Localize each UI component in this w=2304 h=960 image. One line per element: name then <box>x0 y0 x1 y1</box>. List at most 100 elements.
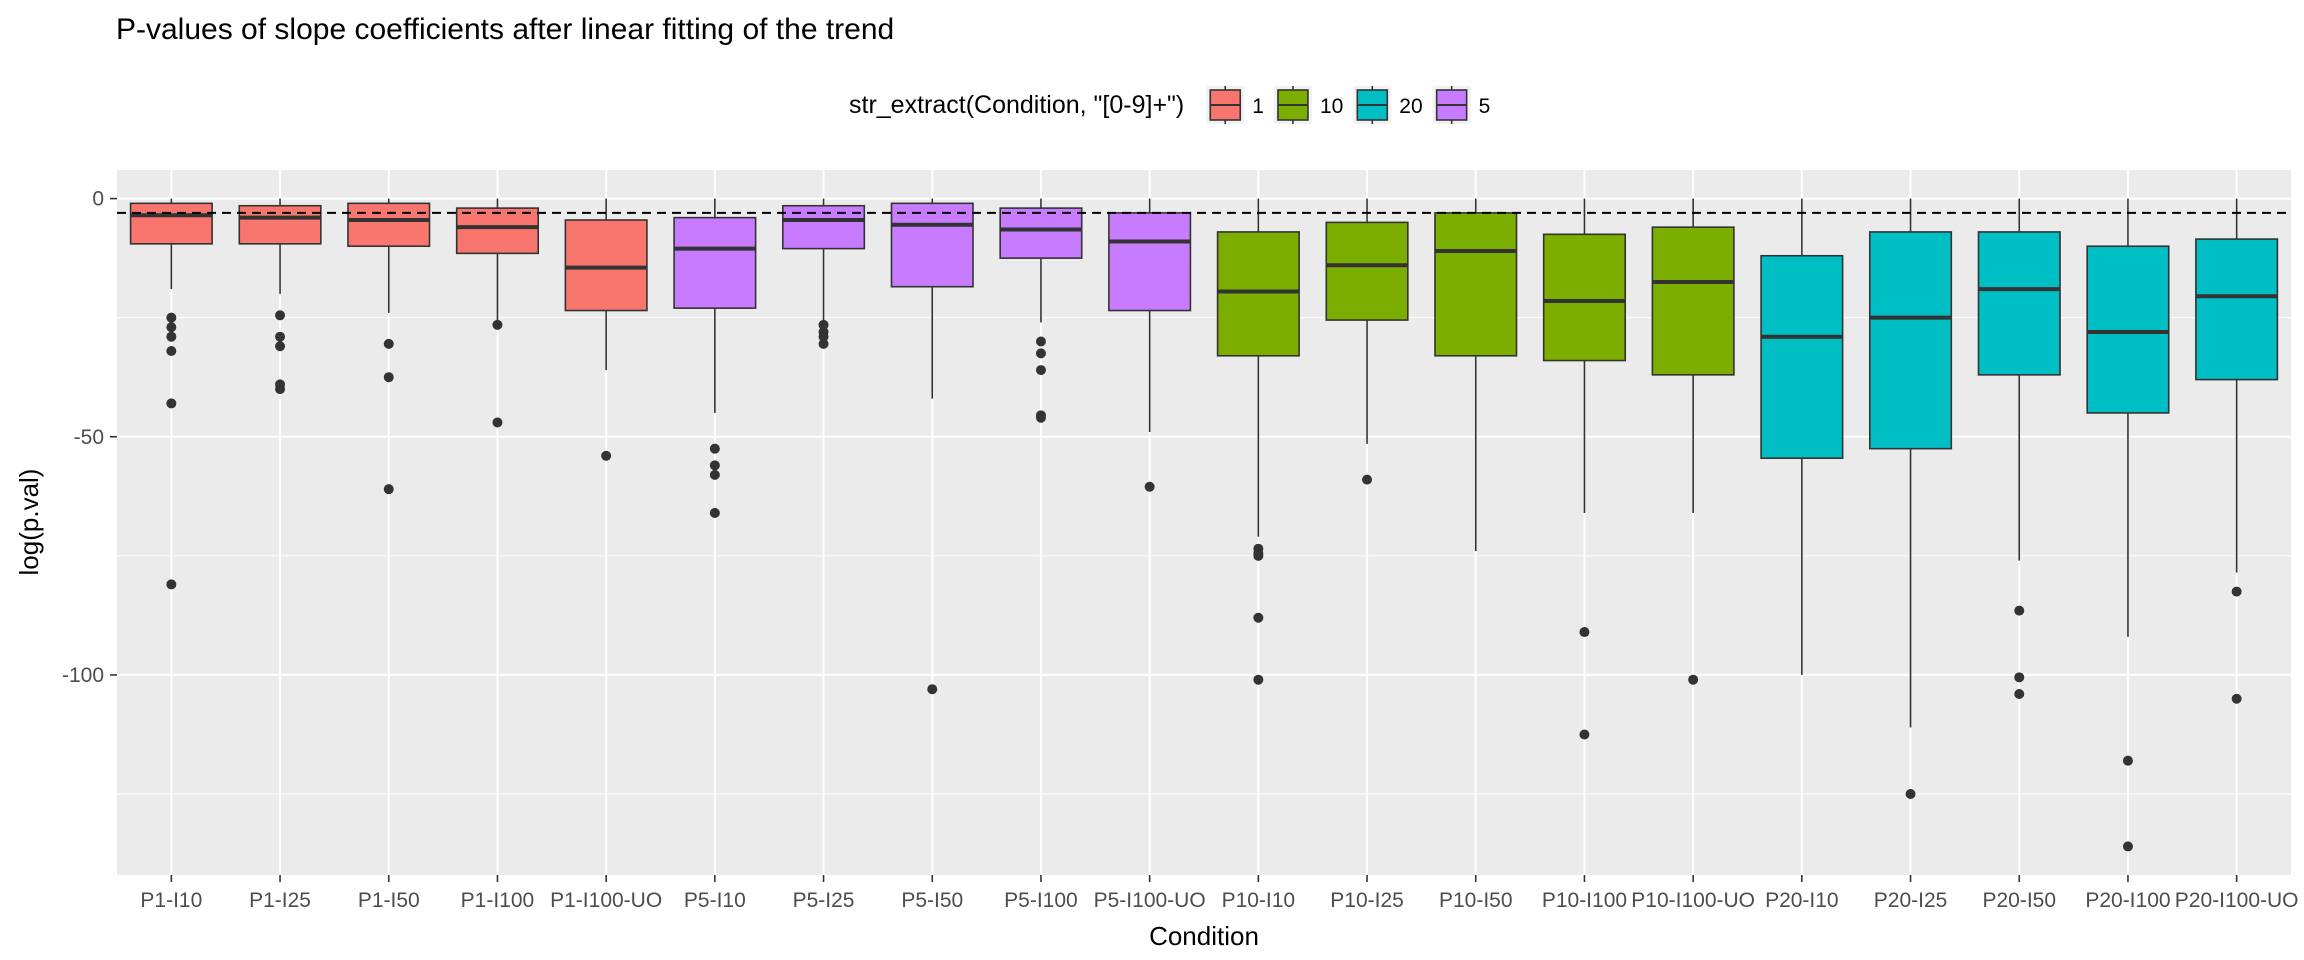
box-p20-i25 <box>1868 198 1953 800</box>
box-p20-i100 <box>2086 198 2170 852</box>
legend: str_extract(Condition, "[0-9]+") 1 10 20 5 <box>849 86 1490 124</box>
box-iqr <box>1542 233 1627 362</box>
box-iqr <box>564 219 648 312</box>
outlier-point <box>927 684 938 695</box>
legend-item-10: 10 <box>1273 86 1343 124</box>
x-tick-label-p5-i100: P5-I100 <box>1004 889 1078 912</box>
box-p20-i50 <box>1977 198 2061 699</box>
x-tick-label-p20-i50: P20-I50 <box>1982 889 2056 912</box>
y-tick-label: -50 <box>74 426 104 449</box>
outlier-point <box>275 310 286 321</box>
box-p10-i100 <box>1542 198 1627 740</box>
outlier-point <box>1253 674 1264 685</box>
box-p1-i50 <box>347 198 431 495</box>
outlier-point <box>1035 412 1046 423</box>
outlier-point <box>1253 550 1264 561</box>
x-tick-label-p20-i100-uo: P20-I100-UO <box>2175 889 2299 912</box>
x-tick-label-p20-i100: P20-I100 <box>2085 889 2170 912</box>
outlier-point <box>2122 841 2133 852</box>
outlier-point <box>709 469 720 480</box>
box-iqr <box>455 207 540 255</box>
x-tick-label-p10-i100-uo: P10-I100-UO <box>1631 889 1755 912</box>
box-p10-i100-uo <box>1651 198 1735 685</box>
box-p5-i100 <box>999 198 1083 423</box>
x-tick-label-p5-i25: P5-I25 <box>793 889 855 912</box>
x-tick-label-p1-i10: P1-I10 <box>140 889 202 912</box>
legend-label: 1 <box>1252 95 1264 118</box>
outlier-point <box>1035 365 1046 376</box>
outlier-point <box>1253 612 1264 623</box>
box-p5-i50 <box>890 198 974 695</box>
outlier-point <box>1362 474 1373 485</box>
legend-label: 5 <box>1479 95 1491 118</box>
outlier-point <box>1144 481 1155 492</box>
box-iqr <box>2195 238 2279 381</box>
x-tick-label-p10-i100: P10-I100 <box>1542 889 1627 912</box>
y-axis-title: log(p.val) <box>14 469 44 576</box>
box-p20-i100-uo <box>2195 198 2279 704</box>
outlier-point <box>1905 789 1916 800</box>
outlier-point <box>275 331 286 342</box>
outlier-point <box>492 319 503 330</box>
outlier-point <box>2014 688 2025 699</box>
box-p1-i100 <box>455 198 540 428</box>
legend-item-20: 20 <box>1353 86 1423 124</box>
outlier-point <box>818 338 829 349</box>
box-p20-i10 <box>1760 198 1844 675</box>
outlier-point <box>2231 693 2242 704</box>
outlier-point <box>275 341 286 352</box>
outlier-point <box>166 346 177 357</box>
outlier-point <box>709 507 720 518</box>
outlier-point <box>1579 729 1590 740</box>
chart-title: P-values of slope coefficients after lin… <box>116 13 894 46</box>
legend-title: str_extract(Condition, "[0-9]+") <box>849 91 1184 119</box>
box-iqr <box>1977 231 2061 376</box>
box-iqr <box>2086 245 2170 414</box>
x-tick-label-p1-i100: P1-I100 <box>461 889 535 912</box>
outlier-point <box>383 372 394 383</box>
x-tick-label-p5-i10: P5-I10 <box>684 889 746 912</box>
x-tick-label-p20-i25: P20-I25 <box>1874 889 1948 912</box>
outlier-point <box>1688 674 1699 685</box>
box-iqr <box>1434 212 1518 357</box>
outlier-point <box>492 417 503 428</box>
x-tick-label-p10-i50: P10-I50 <box>1439 889 1513 912</box>
outlier-point <box>1579 627 1590 638</box>
box-iqr <box>1868 231 1953 450</box>
y-tick-label: -100 <box>62 664 104 687</box>
outlier-point <box>166 331 177 342</box>
outlier-point <box>383 484 394 495</box>
box-p10-i10 <box>1216 198 1300 685</box>
outlier-point <box>709 443 720 454</box>
legend-item-5: 5 <box>1432 86 1491 124</box>
box-iqr <box>1760 254 1844 459</box>
box-iqr <box>129 202 213 245</box>
box-iqr <box>347 202 431 248</box>
outlier-point <box>2014 605 2025 616</box>
x-tick-label-p1-i25: P1-I25 <box>249 889 311 912</box>
outlier-point <box>2122 755 2133 766</box>
box-p5-i100-uo <box>1108 198 1192 492</box>
box-iqr <box>1651 226 1735 376</box>
box-p1-i100-uo <box>564 198 648 461</box>
x-tick-label-p10-i25: P10-I25 <box>1330 889 1404 912</box>
outlier-point <box>818 319 829 330</box>
outlier-point <box>2231 586 2242 597</box>
box-iqr <box>673 216 757 309</box>
box-iqr <box>1325 221 1409 321</box>
x-axis-title: Condition <box>1149 921 1259 951</box>
x-tick-label-p10-i10: P10-I10 <box>1222 889 1296 912</box>
outlier-point <box>709 460 720 471</box>
x-tick-label-p1-i50: P1-I50 <box>358 889 420 912</box>
outlier-point <box>818 331 829 342</box>
y-tick-label: 0 <box>92 188 104 211</box>
box-iqr <box>1108 212 1192 312</box>
x-tick-label-p5-i50: P5-I50 <box>901 889 963 912</box>
x-tick-label-p1-i100-uo: P1-I100-UO <box>550 889 662 912</box>
legend-label: 20 <box>1399 95 1422 118</box>
legend-label: 10 <box>1320 95 1343 118</box>
outlier-point <box>166 579 177 590</box>
box-p5-i10 <box>673 198 757 518</box>
box-iqr <box>238 204 322 245</box>
outlier-point <box>166 398 177 409</box>
